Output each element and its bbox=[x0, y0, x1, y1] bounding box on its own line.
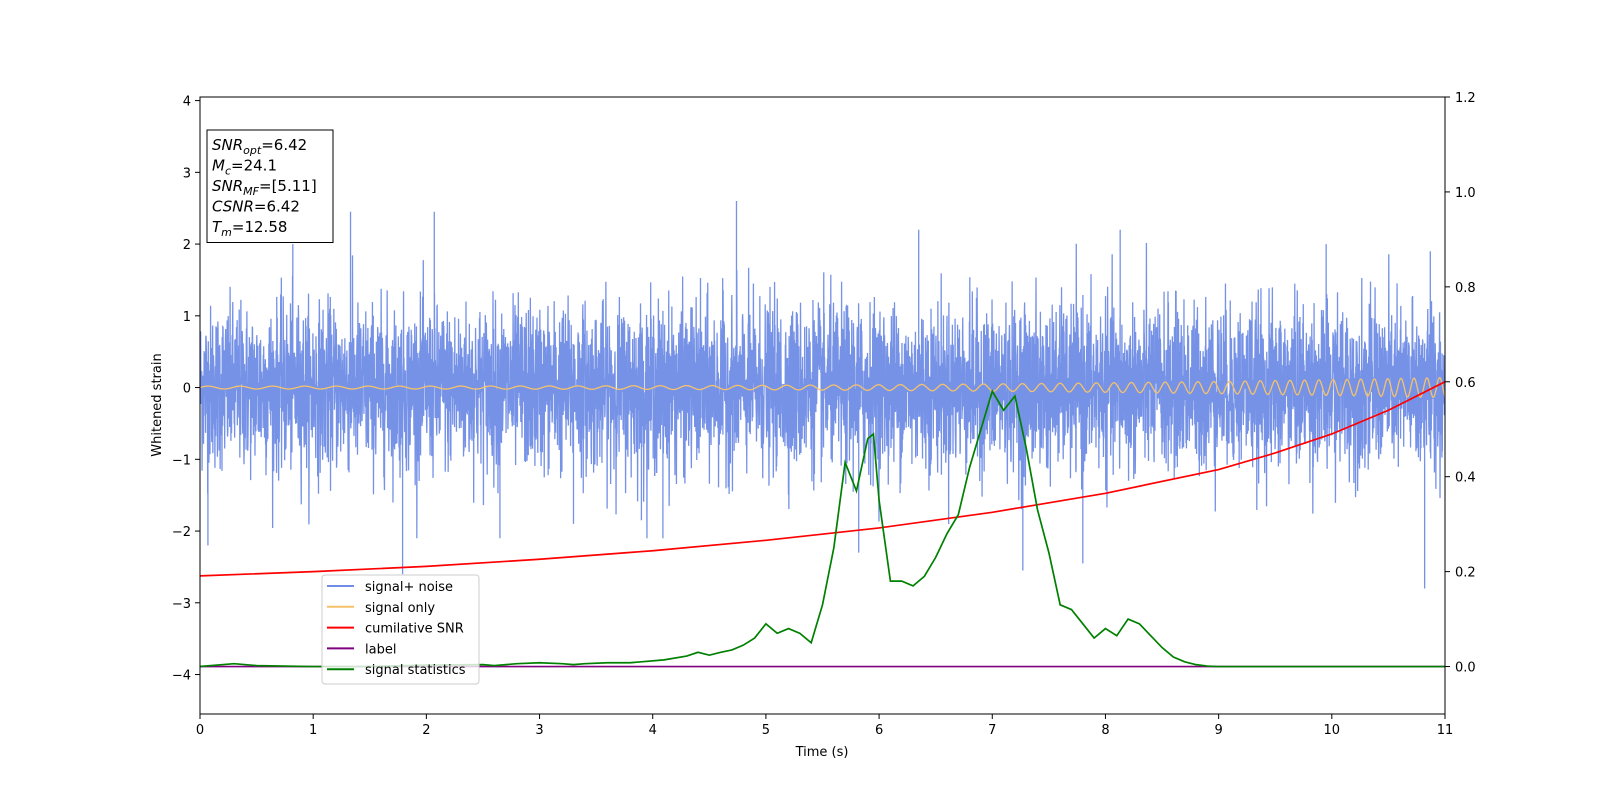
annotation-line: Tm=12.58 bbox=[212, 218, 287, 239]
x-tick-label: 9 bbox=[1214, 723, 1222, 738]
y2-tick-label: 0.8 bbox=[1455, 281, 1476, 296]
annotation-frame bbox=[206, 129, 334, 243]
x-tick-label: 0 bbox=[196, 723, 204, 738]
x-tick-label: 11 bbox=[1437, 723, 1454, 738]
x-tick-label: 3 bbox=[535, 723, 543, 738]
series-cumilative-snr-line bbox=[200, 381, 1445, 577]
legend-label-signal-only: signal only bbox=[365, 601, 435, 616]
y-tick-label: 0 bbox=[183, 382, 191, 397]
x-tick-label: 5 bbox=[762, 723, 770, 738]
x-tick-label: 6 bbox=[875, 723, 883, 738]
y-tick-label: −1 bbox=[172, 453, 191, 468]
annotation-subscript: MF bbox=[243, 185, 259, 198]
x-tick-label: 4 bbox=[649, 723, 657, 738]
annotation-subscript: c bbox=[225, 165, 231, 178]
annotation-value: =[5.11] bbox=[259, 177, 317, 195]
x-tick-label: 2 bbox=[422, 723, 430, 738]
plot-frame bbox=[199, 96, 1446, 715]
annotation-box: SNRopt=6.42Mc=24.1SNRMF=[5.11]CSNR=6.42T… bbox=[206, 129, 334, 243]
legend-label-cumilative-snr: cumilative SNR bbox=[365, 622, 464, 637]
legend-label-signal-noise: signal+ noise bbox=[365, 580, 453, 595]
annotation-symbol: SNR bbox=[212, 177, 243, 195]
annotation-value: =12.58 bbox=[232, 218, 288, 236]
series-signal-noise-line bbox=[200, 201, 1445, 589]
legend-label-label: label bbox=[365, 642, 396, 657]
annotation-symbol: M bbox=[212, 157, 225, 175]
y-tick-label: −2 bbox=[172, 525, 191, 540]
y2-tick-label: 0.0 bbox=[1455, 661, 1476, 676]
y-tick-label: −3 bbox=[172, 597, 191, 612]
x-axis-label: Time (s) bbox=[795, 745, 849, 760]
y-tick-label: 1 bbox=[183, 310, 191, 325]
y-axis-ticks: −4 −3 −2 −1 0 1 2 3 4 bbox=[172, 95, 200, 684]
x-axis-ticks: 0 1 2 3 4 5 6 7 8 9 10 11 bbox=[196, 714, 1453, 738]
annotation-line: CSNR=6.42 bbox=[212, 198, 300, 216]
annotation-symbol: CSNR bbox=[212, 198, 254, 216]
y2-tick-label: 1.0 bbox=[1455, 186, 1476, 201]
legend: signal+ noise signal only cumilative SNR la… bbox=[321, 574, 480, 685]
annotation-symbol: SNR bbox=[212, 136, 243, 154]
y-axis-label: Whitened strain bbox=[150, 353, 165, 456]
y-tick-label: −4 bbox=[172, 669, 191, 684]
y2-axis-ticks: 0.0 0.2 0.4 0.6 0.8 1.0 1.2 bbox=[1445, 91, 1476, 676]
annotation-symbol: T bbox=[212, 218, 223, 236]
y2-tick-label: 0.6 bbox=[1455, 376, 1476, 391]
x-tick-label: 10 bbox=[1324, 723, 1341, 738]
annotation-line: SNRMF=[5.11] bbox=[212, 177, 317, 198]
legend-label-signal-statistics: signal statistics bbox=[365, 663, 466, 678]
x-tick-label: 7 bbox=[988, 723, 996, 738]
series-signal-statistics-line bbox=[200, 389, 1445, 668]
annotation-value: =6.42 bbox=[254, 198, 300, 216]
y2-tick-label: 1.2 bbox=[1455, 91, 1476, 106]
x-tick-label: 8 bbox=[1101, 723, 1109, 738]
y2-tick-label: 0.2 bbox=[1455, 566, 1476, 581]
annotation-line: SNRopt=6.42 bbox=[212, 136, 307, 157]
y-tick-label: 4 bbox=[183, 95, 191, 110]
annotation-value: =24.1 bbox=[231, 157, 277, 175]
y2-tick-label: 0.4 bbox=[1455, 471, 1476, 486]
annotation-line: Mc=24.1 bbox=[212, 157, 277, 178]
annotation-subscript: opt bbox=[243, 144, 262, 157]
annotation-value: =6.42 bbox=[261, 136, 307, 154]
y-tick-label: 3 bbox=[183, 166, 191, 181]
legend-frame bbox=[321, 574, 480, 685]
x-tick-label: 1 bbox=[309, 723, 317, 738]
annotation-subscript: m bbox=[221, 226, 232, 239]
y-tick-label: 2 bbox=[183, 238, 191, 253]
series-signal-only-line bbox=[200, 376, 1445, 399]
